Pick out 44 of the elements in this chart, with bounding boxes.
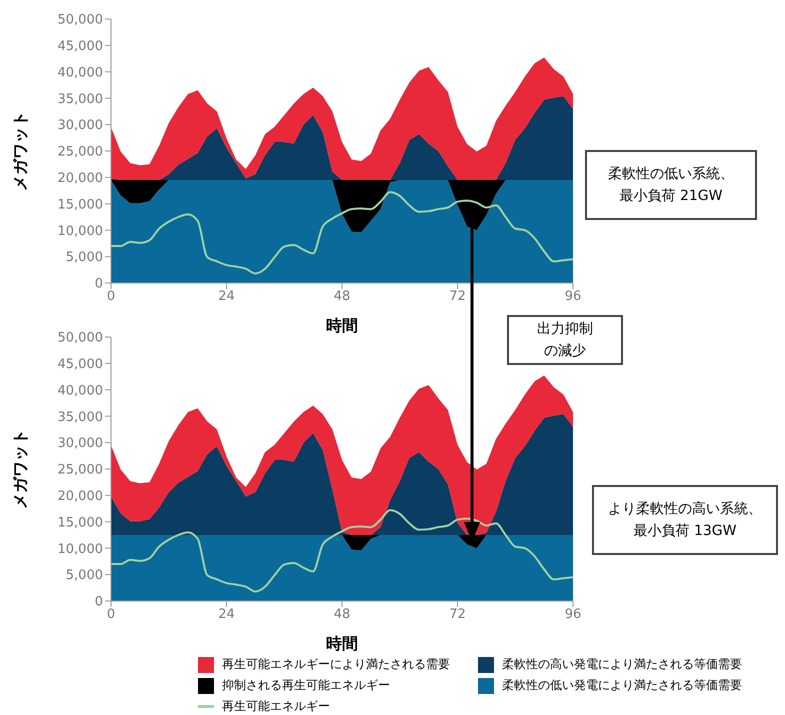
y-tick-label: 30,000	[58, 436, 103, 452]
y-tick-label: 40,000	[58, 383, 103, 398]
x-tick-label: 24	[218, 289, 235, 304]
x-tick-label: 96	[564, 289, 582, 304]
y-tick-label: 25,000	[58, 144, 103, 160]
y-tick-label: 50,000	[58, 12, 103, 28]
legend-label: 再生可能エネルギーにより満たされる需要	[222, 656, 450, 673]
line-series	[111, 509, 573, 592]
line-series	[111, 191, 573, 274]
y-axis-title: メガワット	[10, 429, 30, 509]
x-tick-label: 48	[334, 289, 350, 304]
x-tick-label: 72	[449, 607, 466, 622]
y-tick-label: 0	[94, 594, 103, 610]
text: 柔軟性の低い系統、最小負荷 21GW	[607, 165, 735, 206]
y-tick-label: 35,000	[58, 410, 103, 425]
y-tick-label: 40,000	[58, 65, 103, 80]
x-tick-label: 96	[564, 607, 582, 622]
y-tick-label: 35,000	[58, 92, 103, 107]
y-tick-label: 45,000	[58, 39, 103, 54]
y-tick-label: 10,000	[58, 224, 103, 239]
legend-label: 再生可能エネルギー	[222, 698, 330, 715]
x-tick-label: 0	[106, 289, 116, 304]
x-tick-label: 24	[218, 607, 235, 622]
y-tick-label: 5,000	[66, 568, 103, 584]
text: より柔軟性の高い系統、最小負荷 13GW	[607, 500, 763, 541]
y-tick-label: 0	[94, 276, 103, 292]
y-tick-label: 10,000	[58, 542, 103, 557]
y-axis-title: メガワット	[10, 111, 30, 191]
legend-label: 抑制される再生可能エネルギー	[222, 677, 390, 694]
y-tick-label: 5,000	[66, 250, 103, 266]
x-tick-label: 48	[334, 607, 350, 622]
x-tick-label: 72	[449, 289, 466, 304]
y-tick-label: 20,000	[58, 171, 103, 186]
y-tick-label: 15,000	[58, 197, 103, 212]
y-tick-label: 25,000	[58, 462, 103, 478]
y-tick-label: 30,000	[58, 118, 103, 134]
legend-label: 柔軟性の低い発電により満たされる等価需要	[502, 677, 742, 694]
annotation: 出力抑制の減少	[536, 320, 594, 361]
x-tick-label: 0	[106, 607, 116, 622]
y-tick-label: 45,000	[58, 357, 103, 372]
y-tick-label: 15,000	[58, 515, 103, 530]
y-tick-label: 20,000	[58, 489, 103, 504]
y-tick-label: 50,000	[58, 330, 103, 346]
legend-label: 柔軟性の高い発電により満たされる等価需要	[502, 656, 742, 673]
